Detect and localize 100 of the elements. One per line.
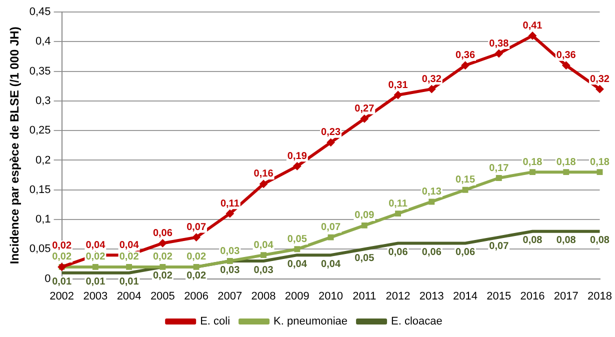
data-label: 0,36 [556,50,576,62]
point [562,61,570,70]
x-tick-label: 2005 [150,290,175,302]
data-label: 0,15 [456,174,476,186]
data-label: 0,02 [186,270,206,282]
x-tick-label: 2002 [50,290,74,302]
data-label: 0,01 [119,276,140,288]
y-tick-label: 0,4 [36,36,51,48]
legend-label: E. cloacae [391,316,442,328]
data-label: 0,01 [86,276,106,288]
data-label: 0,02 [86,252,106,263]
data-label: 0,02 [152,252,173,263]
point [496,175,502,181]
point [293,162,302,170]
legend-label: K. pneumoniae [274,316,348,328]
data-label: 0,06 [152,228,173,239]
point [360,114,368,123]
x-tick-label: 2006 [184,290,209,302]
data-label: 0,07 [321,222,341,234]
data-label: 0,04 [287,258,308,270]
data-label: 0,36 [456,50,476,62]
point [193,264,200,270]
data-label: 0,02 [186,252,206,263]
y-tick-label: 0,2 [36,154,51,166]
point [126,264,132,270]
data-label: 0,03 [220,264,240,276]
data-label: 0,03 [254,264,274,276]
point [528,32,537,40]
data-label: 0,11 [220,198,240,210]
point [596,85,604,94]
point [160,264,166,270]
data-label: 0,05 [354,252,375,264]
data-label: 0,19 [287,150,308,162]
y-tick-label: 0,25 [29,124,51,137]
data-label: 0,04 [254,240,274,251]
y-tick-label: 0 [44,272,51,285]
data-label: 0,07 [489,241,510,252]
data-label: 0,04 [86,240,106,251]
data-label: 0,05 [287,234,308,245]
data-label: 0,06 [422,246,442,258]
data-label: 0,38 [489,38,510,50]
x-tick-label: 2004 [116,290,142,302]
point [394,91,402,100]
y-tick-label: 0,3 [36,94,51,107]
data-label: 0,03 [220,246,240,257]
x-tick-label: 2007 [218,290,242,302]
y-axis-title: Incidence par espèce de BLSE (/1 000 JH) [8,26,22,264]
x-tick-label: 2016 [520,290,545,302]
data-label: 0,06 [456,246,476,258]
data-label: 0,08 [590,235,610,246]
point [92,264,98,270]
point [260,180,268,188]
point [395,210,402,217]
data-label: 0,02 [52,240,72,252]
legend-label: E. coli [200,316,230,328]
y-tick-label: 0,1 [36,214,51,226]
point [494,50,503,58]
y-tick-label: 0,35 [29,65,51,78]
data-label: 0,32 [590,74,610,85]
point [461,61,470,70]
point [226,258,233,264]
point [192,233,200,242]
data-label: 0,18 [556,156,576,168]
data-label: 0,23 [321,127,341,138]
data-label: 0,02 [119,252,140,263]
x-tick-label: 2013 [419,290,444,302]
point [158,239,167,248]
point [462,186,468,193]
x-tick-label: 2009 [284,290,310,302]
data-label: 0,09 [354,210,375,222]
x-tick-label: 2018 [588,290,612,302]
x-tick-label: 2014 [453,290,478,302]
data-label: 0,31 [388,80,408,91]
data-label: 0,02 [152,270,173,282]
data-label: 0,18 [522,156,543,168]
data-label: 0,06 [388,246,408,258]
data-label: 0,07 [186,222,206,234]
y-tick-label: 0,05 [29,243,51,256]
data-label: 0,01 [52,276,72,288]
point [596,169,603,176]
data-label: 0,08 [556,235,576,246]
y-tick-label: 0,45 [29,6,51,18]
data-label: 0,16 [254,168,274,180]
data-label: 0,08 [522,235,543,246]
y-tick-label: 0,15 [29,184,51,196]
point [326,138,335,146]
point [563,169,570,176]
x-tick-label: 2011 [352,290,376,302]
data-label: 0,11 [388,198,408,210]
data-label: 0,02 [52,252,72,263]
data-label: 0,41 [522,20,543,32]
x-tick-label: 2008 [251,290,276,302]
x-tick-label: 2015 [486,290,512,302]
point [328,234,334,240]
point [428,198,435,205]
data-label: 0,13 [422,186,442,198]
data-label: 0,32 [422,74,442,85]
data-label: 0,18 [590,156,610,168]
point [226,210,234,218]
point [260,252,267,258]
